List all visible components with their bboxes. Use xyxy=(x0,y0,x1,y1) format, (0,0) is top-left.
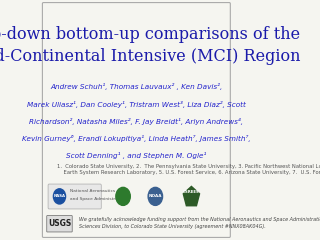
Text: Top-down bottom-up comparisons of the
Mid-Continental Intensive (MCI) Region: Top-down bottom-up comparisons of the Mi… xyxy=(0,26,300,65)
Circle shape xyxy=(53,189,66,204)
Text: and Space Administration: and Space Administration xyxy=(69,197,126,201)
FancyBboxPatch shape xyxy=(48,184,101,209)
FancyBboxPatch shape xyxy=(47,216,72,232)
Text: NOAA: NOAA xyxy=(148,194,162,198)
Text: Marek Uliasz¹, Dan Cooley¹, Tristram West³, Liza Diaz², Scott: Marek Uliasz¹, Dan Cooley¹, Tristram Wes… xyxy=(27,101,246,108)
FancyBboxPatch shape xyxy=(43,3,230,237)
Text: We gratefully acknowledge funding support from the National Aeronautics and Spac: We gratefully acknowledge funding suppor… xyxy=(79,217,320,229)
Text: Richardson², Natasha Miles², F. Jay Breidt¹, Arlyn Andrews⁴,: Richardson², Natasha Miles², F. Jay Brei… xyxy=(29,118,244,125)
Text: USGS: USGS xyxy=(48,219,71,228)
Text: CSREES: CSREES xyxy=(183,190,200,194)
Circle shape xyxy=(116,187,130,205)
Text: Scott Denning¹ , and Stephen M. Ogle¹: Scott Denning¹ , and Stephen M. Ogle¹ xyxy=(66,152,206,160)
Text: 1.  Colorado State University, 2.  The Pennsylvania State University, 3. Pacific: 1. Colorado State University, 2. The Pen… xyxy=(57,164,320,175)
Text: National Aeronautics: National Aeronautics xyxy=(69,189,115,193)
Text: NASA: NASA xyxy=(53,194,66,198)
Text: Kevin Gurney⁶, Erandi Lokupitiya¹, Linda Heath⁷, James Smith⁷,: Kevin Gurney⁶, Erandi Lokupitiya¹, Linda… xyxy=(22,135,251,142)
Text: Andrew Schuh¹, Thomas Lauvaux² , Ken Davis²,: Andrew Schuh¹, Thomas Lauvaux² , Ken Dav… xyxy=(50,83,222,90)
Circle shape xyxy=(148,187,163,205)
